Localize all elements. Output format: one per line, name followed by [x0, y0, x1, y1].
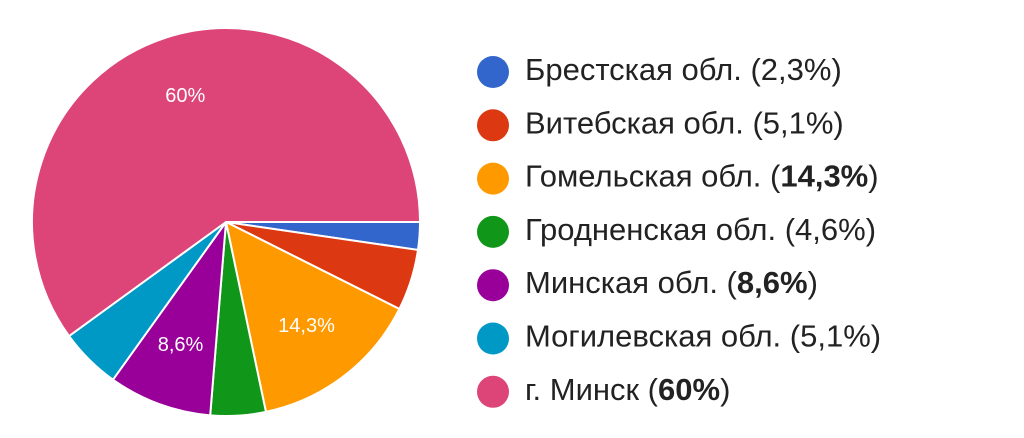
- legend-label: Брестская обл. (2,3%): [525, 52, 842, 87]
- legend-marker: [477, 269, 509, 302]
- legend-label: Гродненская обл. (4,6%): [525, 212, 876, 247]
- legend-label: г. Минск (60%): [525, 372, 730, 407]
- legend-label: Минская обл. (8,6%): [525, 265, 818, 300]
- pie-slice: [31, 27, 422, 338]
- slice-label: 60%: [165, 85, 205, 107]
- slice-label: 8,6%: [158, 334, 204, 356]
- pie-slice: [111, 218, 228, 417]
- legend-label: Гомельская обл. (14,3%): [525, 159, 879, 194]
- pie-slice: [224, 220, 401, 414]
- legend-label: Могилевская обл. (5,1%): [525, 319, 881, 354]
- legend-marker: [477, 56, 509, 88]
- legend-marker: [477, 322, 509, 355]
- legend-marker: [477, 162, 509, 195]
- legend-marker: [477, 375, 509, 408]
- legend-marker: [477, 109, 509, 142]
- legend-marker: [477, 215, 509, 248]
- slice-label: 14,3%: [278, 315, 335, 337]
- legend-label: Витебская обл. (5,1%): [525, 105, 844, 140]
